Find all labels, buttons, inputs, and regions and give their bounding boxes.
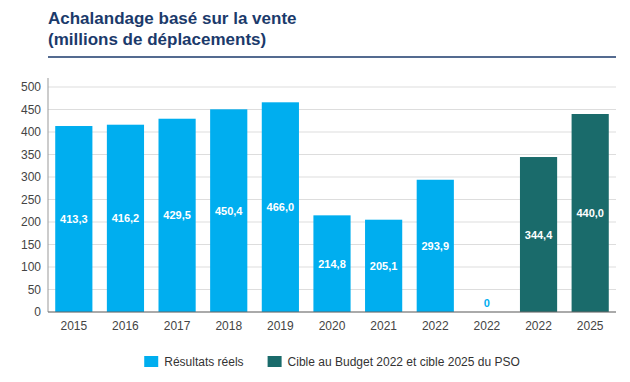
x-tick-label: 2022 bbox=[525, 319, 552, 333]
x-tick-label: 2017 bbox=[164, 319, 191, 333]
x-tick-label: 2022 bbox=[474, 319, 501, 333]
chart-container: Achalandage basé sur la vente (millions d… bbox=[0, 0, 630, 382]
data-label: 344,4 bbox=[525, 229, 553, 241]
grid-line bbox=[48, 312, 616, 313]
y-tick-label: 350 bbox=[21, 148, 41, 162]
x-tick-label: 2019 bbox=[267, 319, 294, 333]
bar bbox=[107, 125, 144, 312]
y-tick-label: 0 bbox=[34, 305, 41, 319]
bar bbox=[520, 157, 557, 312]
y-tick-label: 150 bbox=[21, 238, 41, 252]
x-tick-label: 2021 bbox=[370, 319, 397, 333]
y-tick-label: 250 bbox=[21, 193, 41, 207]
bar bbox=[572, 114, 609, 312]
bar bbox=[313, 215, 350, 312]
chart: Achalandage basé sur la vente (millions d… bbox=[0, 0, 630, 382]
bar bbox=[55, 126, 92, 312]
bars bbox=[55, 102, 609, 312]
data-label: 413,3 bbox=[60, 213, 88, 225]
legend-item: Cible au Budget 2022 et cible 2025 du PS… bbox=[268, 355, 520, 369]
bar bbox=[417, 180, 454, 312]
legend-swatch bbox=[144, 356, 158, 367]
title: Achalandage basé sur la vente bbox=[48, 9, 297, 28]
legend-label: Résultats réels bbox=[164, 355, 243, 369]
data-label: 466,0 bbox=[267, 201, 295, 213]
x-tick-label: 2018 bbox=[215, 319, 242, 333]
bar bbox=[159, 119, 196, 312]
legend-swatch bbox=[268, 356, 282, 367]
data-labels: 413,3 416,2 429,5 450,4 466,0 214,8 205,1 293,9… bbox=[60, 201, 604, 309]
legend-item: Résultats réels bbox=[144, 355, 243, 369]
data-label: 205,1 bbox=[370, 260, 398, 272]
grid-line bbox=[48, 87, 616, 88]
x-tick-label: 2020 bbox=[319, 319, 346, 333]
legend-label: Cible au Budget 2022 et cible 2025 du PS… bbox=[288, 355, 520, 369]
y-tick-label: 300 bbox=[21, 170, 41, 184]
y-tick-label: 400 bbox=[21, 125, 41, 139]
x-tick-label: 2015 bbox=[60, 319, 87, 333]
y-tick-label: 100 bbox=[21, 260, 41, 274]
y-tick-label: 500 bbox=[21, 80, 41, 94]
bar bbox=[262, 102, 299, 312]
x-tick-label: 2025 bbox=[577, 319, 604, 333]
y-tick-label: 450 bbox=[21, 103, 41, 117]
data-label: 416,2 bbox=[112, 212, 140, 224]
data-label: 440,0 bbox=[576, 207, 604, 219]
y-axis-line bbox=[48, 78, 49, 312]
x-tick-label: 2022 bbox=[422, 319, 449, 333]
data-label: 429,5 bbox=[163, 209, 191, 221]
y-tick-label: 50 bbox=[28, 283, 42, 297]
data-label: 214,8 bbox=[318, 258, 346, 270]
x-tick-label: 2016 bbox=[112, 319, 139, 333]
subtitle: (millions de déplacements) bbox=[48, 30, 266, 49]
data-label: 450,4 bbox=[215, 205, 243, 217]
bar bbox=[365, 220, 402, 312]
legend: Résultats réels Cible au Budget 2022 et c… bbox=[144, 355, 520, 369]
data-label: 0 bbox=[484, 297, 490, 309]
grid bbox=[48, 87, 616, 312]
data-label: 293,9 bbox=[422, 240, 450, 252]
y-tick-label: 200 bbox=[21, 215, 41, 229]
bar bbox=[210, 109, 247, 312]
grid-line bbox=[48, 109, 616, 110]
separator bbox=[48, 56, 616, 58]
x-axis-line bbox=[48, 312, 616, 313]
